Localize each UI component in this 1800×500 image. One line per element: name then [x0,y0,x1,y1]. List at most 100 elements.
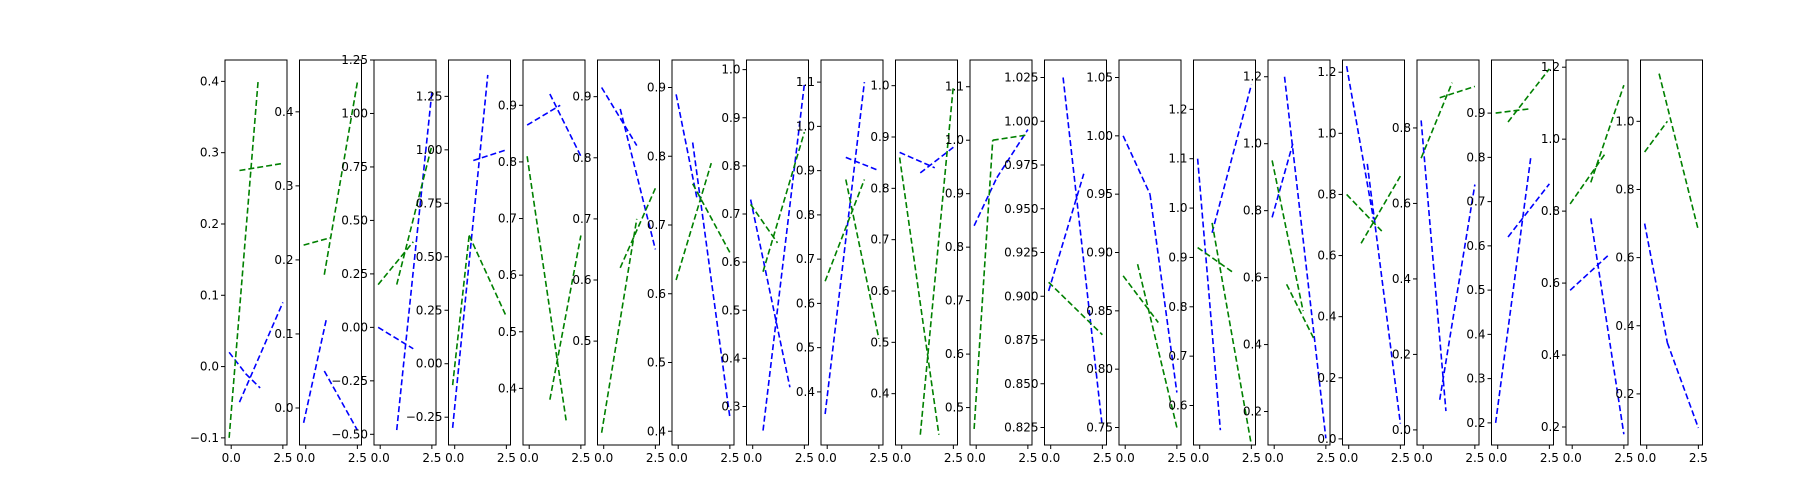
panel-4-blue-line-1 [451,74,489,428]
panel-13-green-line-4 [1136,263,1178,428]
panel-15-blue-line-2 [1283,76,1327,439]
panel-8-xtick-label: 2.5 [795,451,814,465]
panel-14-xtick-label: 0.0 [1190,451,1209,465]
panel-8-ytick-label: 0.3 [721,400,740,414]
panel-18-blue-line-1 [1494,157,1532,423]
panel-14-ytick-label: 0.8 [1168,300,1187,314]
panel-17-ytick-label: 0.2 [1392,347,1411,361]
panel-5-green-line-3 [526,156,568,423]
panel-14-ytick-label: 1.2 [1168,102,1187,116]
panel-3-ytick-label: 0.75 [341,160,368,174]
panel-14-green-line-3 [1197,246,1234,273]
panel-7-ytick-label: 0.4 [647,424,666,438]
panel-14-frame [1193,59,1256,446]
panel-16-ytick-label: 0.2 [1317,371,1336,385]
panel-19: 0.2 0.4 0.6 0.8 1.0 1.2 0.0 2.5 [1541,59,1633,465]
panel-18-ytick-label: 0.7 [1466,195,1485,209]
panel-17-ytick-label: 0.0 [1392,423,1411,437]
panel-15-ytick-label: 0.4 [1243,338,1262,352]
panel-6-green-line-3 [600,218,638,433]
panel-8-green-line-4 [762,131,806,272]
panel-2-blue-line-1 [302,318,328,423]
panel-20-ytick-label: 0.8 [1615,182,1634,196]
panel-7-frame [671,59,735,446]
panel-5-ytick-label: 0.7 [498,212,517,226]
panel-18-frame [1491,59,1554,446]
panel-20-ytick-label: 1.0 [1615,114,1634,128]
panel-18-ytick-label: 0.3 [1466,372,1485,386]
panel-20-green-line-4 [1658,73,1700,231]
panel-12-xtick-label: 0.0 [1041,451,1060,465]
panel-15-ytick-label: 0.8 [1243,204,1262,218]
panel-18: 0.2 0.3 0.4 0.5 0.6 0.7 0.8 0.9 0.0 2.5 [1466,59,1559,465]
panel-11-ytick-label: 1.1 [945,80,964,94]
panel-4-xtick-label: 2.5 [497,451,516,465]
panel-9-ytick-label: 0.5 [796,341,815,355]
panel-8-blue-line-1 [749,199,791,388]
panel-18-blue-line-2 [1507,183,1551,238]
panel-16-ytick-label: 1.2 [1317,65,1336,79]
panel-13-xtick-label: 0.0 [1116,451,1135,465]
panel-4-ytick-label: 0.25 [416,303,443,317]
panel-20-ytick-label: 0.6 [1615,251,1634,265]
panel-1-xtick-label: 0.0 [222,451,241,465]
panel-1-blue-line-2 [238,302,284,403]
panel-8-ytick-label: 1.0 [721,63,740,77]
panel-1-green-line-4 [239,162,283,172]
panel-6-green-line-4 [619,188,657,269]
panel-6-blue-line-2 [619,108,657,250]
panel-3-ytick-label: 0.00 [341,320,368,334]
panel-5-ytick-label: 0.9 [498,98,517,112]
panel-10-blue-line-2 [919,146,954,174]
panel-3-green-line-4 [395,145,433,285]
panel-17-blue-line-2 [1438,184,1476,400]
panel-2-frame [299,59,362,446]
panel-17-green-line-3 [1420,82,1453,159]
panel-14: 0.6 0.7 0.8 0.9 1.0 1.1 1.2 0.0 2.5 [1168,59,1261,465]
panel-20-ytick-label: 0.4 [1615,319,1634,333]
panel-9-blue-line-2 [845,156,880,172]
panel-8-ytick-label: 0.6 [721,255,740,269]
panel-10-ytick-label: 0.9 [870,130,889,144]
panel-7-xtick-label: 0.0 [669,451,688,465]
panel-14-ytick-label: 0.6 [1168,399,1187,413]
panel-16-ytick-label: 0.0 [1317,432,1336,446]
panel-20-ytick-label: 0.2 [1615,387,1634,401]
panel-8: 0.3 0.4 0.5 0.6 0.7 0.8 0.9 1.0 0.0 2.5 [721,59,814,465]
panel-18-ytick-label: 0.6 [1466,239,1485,253]
panel-11-xtick-label: 2.5 [1018,451,1037,465]
panel-2-blue-line-2 [323,370,359,431]
panel-5-ytick-label: 0.8 [498,155,517,169]
panel-2-ytick-label: 0.0 [274,401,293,415]
panel-10-blue-line-1 [899,151,936,169]
panel-4: −0.25 0.00 0.25 0.50 0.75 1.00 1.25 0.0 2.5 [406,59,516,465]
panel-8-ytick-label: 0.5 [721,303,740,317]
panel-3-blue-line-2 [395,91,433,431]
panel-11-ytick-label: 0.6 [945,347,964,361]
panel-7-ytick-label: 0.6 [647,287,666,301]
panel-14-xtick-label: 2.5 [1242,451,1261,465]
panel-12-xtick-label: 2.5 [1093,451,1112,465]
panel-12-ytick-label: 1.000 [1004,114,1038,128]
panel-7-xtick-label: 2.5 [720,451,739,465]
panel-8-blue-line-2 [762,83,806,431]
panel-13-blue-line-2 [1149,194,1178,393]
panel-4-ytick-label: 0.00 [416,357,443,371]
panel-2-ytick-label: 0.2 [274,253,293,267]
panel-6-ytick-label: 0.7 [572,212,591,226]
panel-13: 0.75 0.80 0.85 0.90 0.95 1.00 1.05 0.0 2.5 [1086,59,1186,465]
panel-1-ytick-label: 0.1 [200,288,219,302]
panel-6-xtick-label: 0.0 [594,451,613,465]
panel-18-ytick-label: 0.4 [1466,327,1485,341]
panel-1-ytick-label: 0.3 [200,146,219,160]
panel-3-ytick-label: 0.25 [341,267,368,281]
panel-4-green-line-4 [468,235,508,318]
panel-12-green-line-3 [1048,281,1103,336]
panel-11-green-line-4 [992,134,1028,142]
panel-19-green-line-4 [1590,84,1625,183]
panel-10-ytick-label: 0.5 [870,335,889,349]
panel-5: 0.4 0.5 0.6 0.7 0.8 0.9 0.0 2.5 [498,59,590,465]
panel-5-blue-line-2 [549,93,582,157]
panel-5-xtick-label: 0.0 [520,451,539,465]
